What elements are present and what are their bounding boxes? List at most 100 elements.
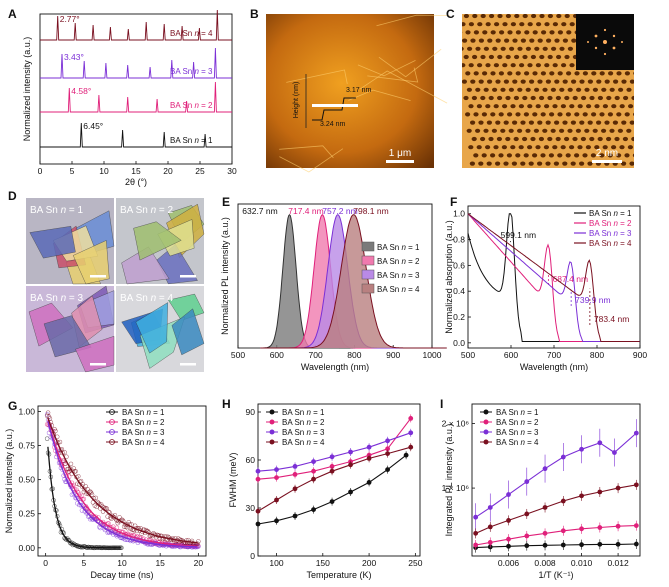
y-axis-label: FWHM (meV) bbox=[228, 453, 238, 508]
intensity-point bbox=[633, 482, 639, 488]
lattice-spot bbox=[489, 14, 495, 19]
lattice-spot bbox=[636, 145, 641, 149]
fwhm-point bbox=[311, 459, 316, 464]
lattice-spot bbox=[502, 22, 508, 27]
lattice-spot bbox=[462, 22, 466, 27]
x-tick-label: 0.008 bbox=[534, 558, 556, 568]
y-tick-label: 0.25 bbox=[18, 509, 35, 519]
intensity-point bbox=[542, 542, 548, 548]
lattice-spot bbox=[462, 38, 468, 43]
lattice-spot bbox=[513, 136, 519, 142]
lattice-spot bbox=[483, 46, 489, 51]
fwhm-point bbox=[408, 416, 414, 421]
intensity-point bbox=[473, 530, 479, 536]
flake-edge bbox=[376, 14, 451, 27]
lattice-spot bbox=[606, 136, 612, 142]
intensity-point bbox=[473, 514, 479, 520]
lattice-spot bbox=[497, 95, 503, 101]
xrd-trace bbox=[40, 47, 232, 79]
lattice-spot bbox=[623, 95, 629, 101]
lattice-spot bbox=[592, 87, 599, 92]
legend-label: BA Sn n = 1 bbox=[170, 136, 213, 145]
lattice-spot bbox=[535, 104, 541, 109]
fwhm-point bbox=[408, 444, 414, 450]
lattice-spot bbox=[542, 128, 548, 133]
lattice-spot bbox=[522, 14, 528, 19]
legend-label: BA Sn n = 4 bbox=[282, 438, 325, 447]
lattice-spot bbox=[500, 170, 505, 174]
lattice-spot bbox=[638, 121, 643, 125]
lattice-spot bbox=[566, 30, 572, 35]
decay-point bbox=[76, 474, 81, 479]
panel-letter: G bbox=[8, 399, 17, 413]
lattice-spot bbox=[552, 22, 559, 27]
peak-wavelength-label: 717.4 nm bbox=[288, 206, 323, 216]
lattice-spot bbox=[470, 79, 476, 84]
lattice-spot bbox=[579, 120, 585, 125]
lattice-spot bbox=[486, 120, 492, 125]
crystal-flake bbox=[72, 240, 110, 285]
lattice-spot bbox=[522, 136, 528, 142]
decay-fit bbox=[47, 446, 122, 549]
decay-point bbox=[103, 505, 109, 511]
intensity-point bbox=[579, 446, 584, 452]
lattice-spot bbox=[616, 153, 622, 158]
lattice-spot bbox=[523, 153, 529, 158]
lattice-spot bbox=[518, 145, 524, 150]
x-tick-label: 0.006 bbox=[498, 558, 520, 568]
lattice-spot bbox=[545, 161, 551, 166]
intensity-fit bbox=[475, 484, 637, 534]
lattice-spot bbox=[537, 38, 543, 43]
lattice-spot bbox=[591, 71, 597, 76]
lattice-spot bbox=[621, 120, 627, 125]
intensity-point bbox=[579, 542, 584, 548]
fwhm-point bbox=[274, 497, 279, 503]
fwhm-point bbox=[385, 467, 390, 472]
lattice-spot bbox=[571, 79, 577, 84]
lattice-spot bbox=[514, 54, 520, 60]
lattice-spot bbox=[507, 112, 513, 117]
lattice-spot bbox=[560, 104, 567, 109]
intensity-point bbox=[542, 530, 548, 536]
lattice-spot bbox=[455, 14, 460, 18]
lattice-spot bbox=[547, 136, 553, 142]
x-axis-label: Wavelength (nm) bbox=[301, 362, 369, 372]
lattice-spot bbox=[519, 22, 525, 27]
lattice-spot bbox=[564, 54, 570, 60]
lattice-spot bbox=[562, 120, 568, 125]
lattice-spot bbox=[555, 136, 561, 142]
lattice-spot bbox=[462, 79, 467, 84]
decay-point bbox=[125, 525, 131, 531]
lattice-dots bbox=[455, 14, 643, 174]
lattice-spot bbox=[614, 95, 620, 101]
legend-label: BA Sn n = 2 bbox=[282, 418, 325, 427]
lattice-spot bbox=[487, 38, 493, 43]
absorption-curve bbox=[467, 213, 640, 342]
lattice-spot bbox=[523, 112, 530, 117]
panel-h: 100 150 200 250 0 30 60 90 Temperature (K) FWHM (… bbox=[228, 403, 423, 580]
lattice-spot bbox=[552, 104, 558, 109]
fft-spot bbox=[594, 34, 598, 38]
lattice-spot bbox=[601, 128, 607, 133]
lattice-spot bbox=[560, 145, 566, 150]
fwhm-point bbox=[274, 475, 279, 480]
legend-label: BA Sn n = 4 bbox=[589, 239, 632, 248]
decay-point bbox=[66, 469, 72, 474]
intensity-point bbox=[524, 511, 530, 517]
legend-swatch bbox=[361, 255, 375, 266]
x-axis-label: Temperature (K) bbox=[306, 570, 371, 580]
intensity-point bbox=[506, 518, 511, 523]
lattice-spot bbox=[628, 104, 634, 109]
decay-point bbox=[183, 540, 188, 546]
lattice-spot bbox=[616, 112, 622, 117]
peak-angle-label: 6.45° bbox=[83, 121, 103, 131]
lattice-spot bbox=[498, 112, 504, 117]
lattice-spot bbox=[504, 38, 510, 43]
legend-label: BA Sn n = 1 bbox=[282, 408, 325, 417]
lattice-spot bbox=[585, 145, 592, 150]
lattice-spot bbox=[535, 63, 542, 68]
x-axis-label: 1/T (K⁻¹) bbox=[538, 570, 573, 580]
lattice-spot bbox=[633, 31, 634, 34]
lattice-spot bbox=[468, 145, 474, 150]
lattice-spot bbox=[532, 30, 538, 35]
